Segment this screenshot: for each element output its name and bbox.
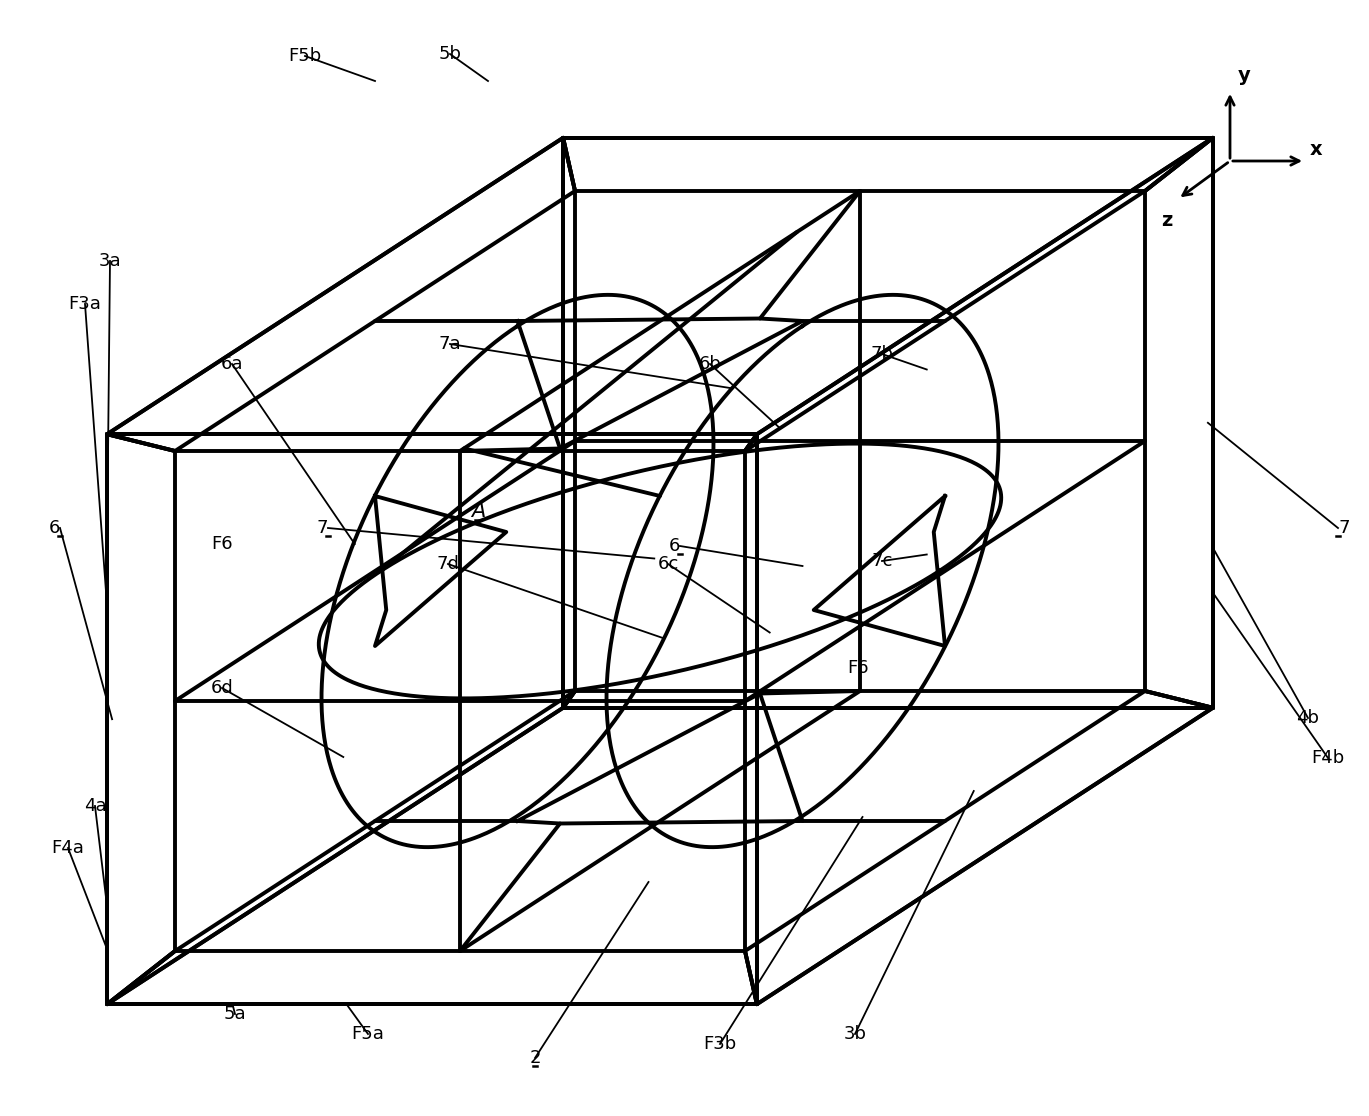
Text: F4b: F4b — [1312, 749, 1344, 767]
Text: 5a: 5a — [223, 1006, 246, 1023]
Text: x: x — [1310, 140, 1322, 158]
Text: F6: F6 — [211, 535, 233, 554]
Text: 6: 6 — [668, 537, 680, 555]
Text: 6b: 6b — [698, 355, 721, 373]
Text: z: z — [1161, 211, 1172, 230]
Text: 6c: 6c — [657, 555, 679, 573]
Text: F4a: F4a — [52, 839, 85, 857]
Text: 7: 7 — [316, 519, 329, 537]
Text: y: y — [1238, 66, 1251, 85]
Text: 4b: 4b — [1296, 709, 1320, 727]
Text: F6: F6 — [847, 660, 869, 677]
Text: F5a: F5a — [352, 1024, 385, 1043]
Text: 6d: 6d — [211, 679, 233, 698]
Text: 3b: 3b — [843, 1024, 867, 1043]
Text: 6a: 6a — [220, 355, 244, 373]
Text: 4a: 4a — [84, 797, 107, 815]
Text: 3a: 3a — [99, 252, 122, 270]
Text: F3b: F3b — [704, 1035, 737, 1054]
Text: 5b: 5b — [438, 45, 461, 62]
Text: 7a: 7a — [438, 335, 461, 353]
Text: 7b: 7b — [871, 345, 894, 363]
Text: 6: 6 — [49, 519, 60, 537]
Text: 2: 2 — [530, 1049, 541, 1067]
Text: 7c: 7c — [871, 552, 893, 570]
Text: 7: 7 — [1338, 519, 1350, 537]
Text: F3a: F3a — [68, 295, 101, 312]
Text: A: A — [471, 501, 485, 521]
Text: F5b: F5b — [289, 47, 322, 65]
Text: 7d: 7d — [437, 555, 460, 573]
